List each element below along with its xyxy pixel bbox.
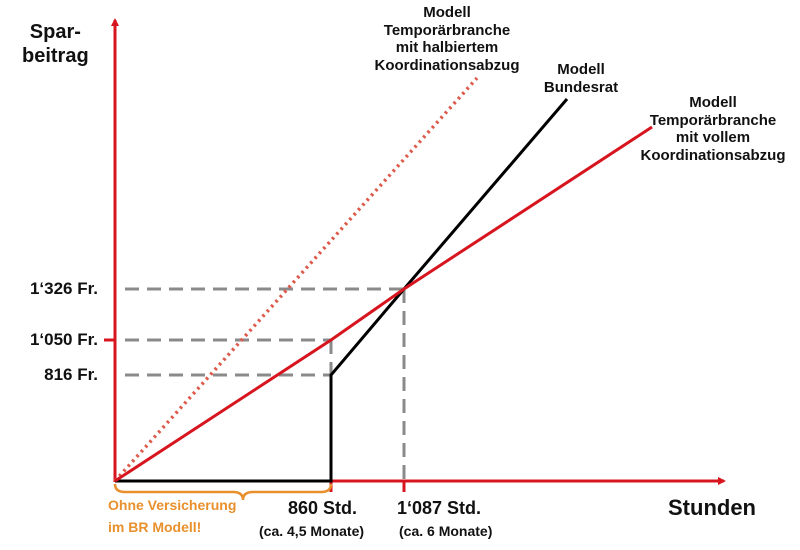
y-axis-label-line: beitrag (22, 45, 89, 67)
series-halved-dotted (113, 76, 479, 483)
annotation-halved: Modell Temporärbranche mit halbiertem Ko… (375, 4, 520, 74)
y-tick-label: 1‘326 Fr. (29, 279, 98, 298)
y-tick-label: 1‘050 Fr. (29, 330, 98, 349)
x-tick-sublabel: (ca. 6 Monate) (399, 523, 493, 539)
annotation-line: Modell (423, 4, 471, 21)
series-full (114, 125, 653, 483)
brace-note-line: im BR Modell! (108, 519, 202, 535)
y-axis-label-line: Spar- (29, 21, 81, 43)
y-axis-label: Spar- beitrag (22, 20, 89, 68)
annotation-full: Modell Temporärbranche mit vollem Koordi… (641, 94, 786, 164)
brace-note: Ohne Versicherung im BR Modell! (108, 494, 236, 538)
annotation-line: Modell (689, 94, 737, 111)
annotation-line: Temporärbranche (383, 21, 511, 39)
annotation-line: Koordinationsabzug (374, 56, 520, 74)
x-tick-label: 1‘087 Std. (397, 498, 482, 518)
series-bundesrat (115, 98, 569, 483)
annotation-line: mit vollem (675, 129, 751, 146)
annotation-line: Bundesrat (543, 78, 619, 96)
x-axis-label: Stunden (668, 495, 756, 520)
annotation-line: Koordinationsabzug (640, 146, 786, 164)
brace-note-line: Ohne Versicherung (108, 497, 237, 513)
annotation-bundesrat: Modell Bundesrat (544, 61, 618, 96)
annotation-line: mit halbiertem (395, 39, 499, 56)
x-tick-sublabel: (ca. 4,5 Monate) (259, 523, 365, 539)
brace (113, 483, 333, 501)
annotation-line: Temporärbranche (649, 111, 777, 129)
y-tick-label: 816 Fr. (44, 365, 98, 384)
x-tick-label: 860 Std. (288, 498, 358, 518)
annotation-line: Modell (557, 61, 605, 78)
